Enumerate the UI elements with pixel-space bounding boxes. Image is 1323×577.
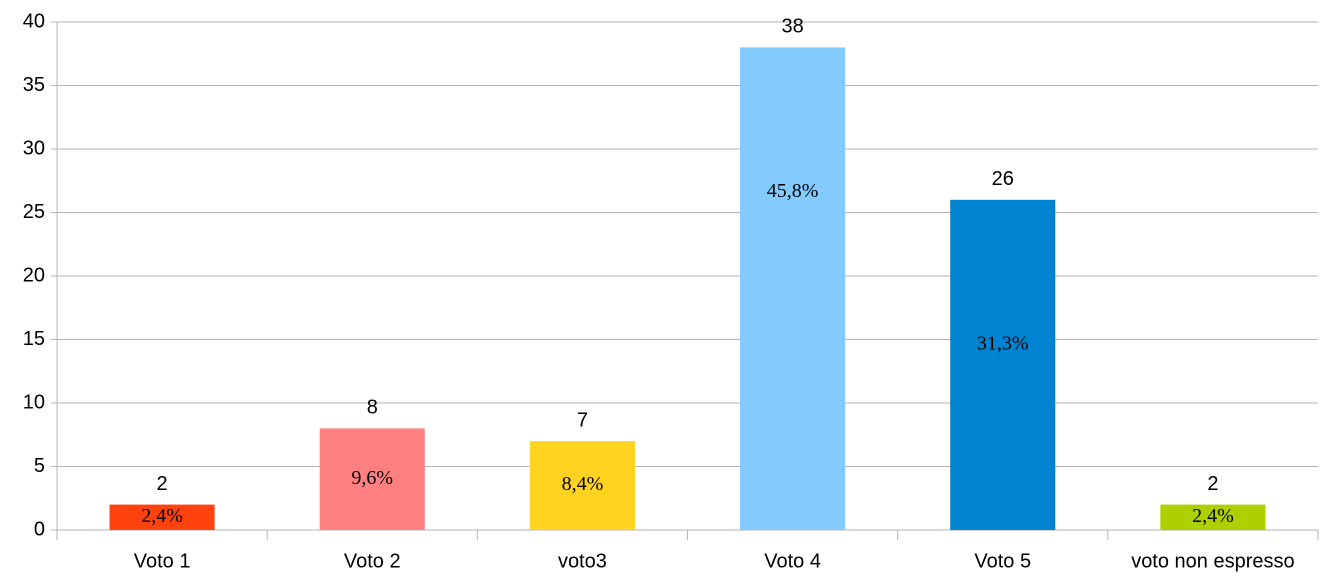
y-tick-label: 20	[23, 264, 45, 286]
y-tick-label: 10	[23, 391, 45, 413]
bar	[529, 441, 635, 530]
bar	[950, 199, 1056, 531]
percent-label: 9,6%	[351, 467, 393, 489]
x-tick-label: voto non espresso	[1131, 550, 1294, 572]
x-tick-label: Voto 1	[134, 550, 191, 572]
y-tick-label: 5	[34, 455, 45, 477]
value-label: 8	[367, 397, 378, 419]
y-tick-label: 25	[23, 201, 45, 223]
x-tick-label: Voto 5	[974, 550, 1031, 572]
value-label: 2	[157, 473, 168, 495]
percent-label: 45,8%	[767, 180, 819, 202]
value-label: 2	[1207, 473, 1218, 495]
percent-label: 8,4%	[562, 473, 604, 495]
bar	[1160, 504, 1266, 530]
bar	[740, 47, 846, 531]
y-tick-label: 35	[23, 74, 45, 96]
percent-label: 31,3%	[977, 332, 1029, 354]
percent-label: 2,4%	[141, 505, 183, 527]
y-tick-label: 40	[23, 10, 45, 32]
value-label: 26	[992, 168, 1014, 190]
bar	[319, 428, 425, 530]
x-tick-label: voto3	[558, 550, 607, 572]
y-tick-label: 0	[34, 518, 45, 540]
x-tick-label: Voto 2	[344, 550, 401, 572]
bar	[109, 504, 215, 530]
y-tick-label: 30	[23, 137, 45, 159]
percent-label: 2,4%	[1192, 505, 1234, 527]
x-tick-label: Voto 4	[764, 550, 821, 572]
y-tick-label: 15	[23, 328, 45, 350]
value-label: 38	[781, 16, 803, 38]
value-label: 7	[577, 409, 588, 431]
